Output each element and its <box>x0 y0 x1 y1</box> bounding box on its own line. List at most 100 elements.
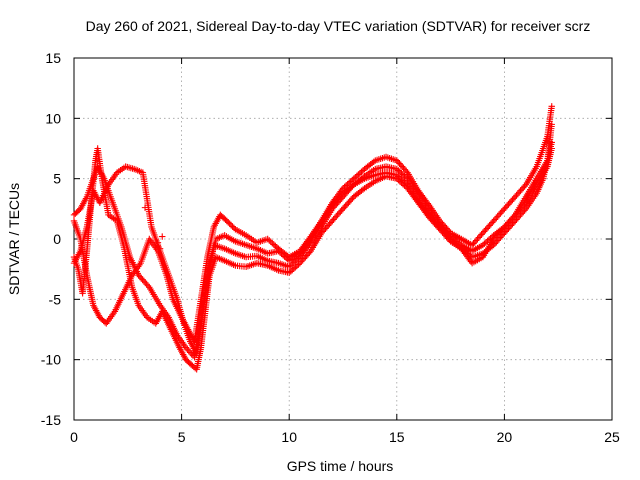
data-point <box>306 249 313 256</box>
data-point <box>517 205 524 213</box>
data-point <box>396 160 403 167</box>
data-point <box>401 166 409 173</box>
data-point <box>142 279 149 286</box>
data-point <box>503 226 511 234</box>
data-point <box>304 250 312 258</box>
data-point <box>342 202 349 210</box>
data-point <box>514 214 522 222</box>
data-point <box>393 157 400 164</box>
data-point <box>370 158 377 165</box>
data-point <box>498 208 505 216</box>
data-point <box>327 219 335 226</box>
data-point <box>447 235 454 243</box>
data-point <box>435 222 442 229</box>
outlier-point <box>141 204 149 211</box>
data-point <box>287 262 294 269</box>
x-tick-label: 10 <box>281 429 297 445</box>
data-point <box>442 223 449 231</box>
data-point <box>478 231 485 238</box>
data-point <box>498 232 505 240</box>
data-point <box>439 220 446 228</box>
data-marks <box>70 103 555 373</box>
data-point <box>270 241 278 248</box>
data-point <box>495 229 503 237</box>
data-point <box>485 223 492 231</box>
data-point <box>295 261 302 268</box>
data-point <box>341 204 348 211</box>
data-point <box>505 201 512 208</box>
data-point <box>501 229 508 237</box>
data-point <box>507 198 515 205</box>
data-point <box>548 103 555 110</box>
data-point <box>521 201 528 208</box>
data-point <box>396 174 404 182</box>
data-point <box>517 187 524 194</box>
data-point <box>427 213 434 220</box>
data-point <box>474 235 481 243</box>
data-point <box>489 219 496 226</box>
data-point <box>509 214 516 222</box>
data-point <box>337 208 344 216</box>
y-tick-label: 15 <box>45 50 61 66</box>
data-point <box>136 273 144 280</box>
data-point <box>497 228 504 235</box>
data-point <box>503 220 511 228</box>
data-point <box>498 226 505 234</box>
data-point <box>428 214 435 222</box>
data-point <box>452 239 459 247</box>
data-point <box>303 252 310 259</box>
data-point <box>495 235 503 243</box>
data-point <box>440 222 448 229</box>
data-point <box>510 213 518 220</box>
data-point <box>338 191 345 198</box>
data-point <box>453 241 460 248</box>
data-point <box>349 182 356 190</box>
data-point <box>229 223 236 230</box>
data-point <box>499 225 507 232</box>
data-point <box>506 199 513 206</box>
data-point <box>346 198 353 205</box>
data-point <box>329 202 336 209</box>
data-point <box>300 255 308 262</box>
data-point <box>479 241 487 249</box>
data-point <box>513 216 520 223</box>
data-point <box>506 223 513 231</box>
data-point <box>482 239 490 246</box>
data-point <box>400 164 407 172</box>
data-point <box>502 204 509 211</box>
data-point <box>290 265 298 272</box>
data-point <box>227 221 235 229</box>
data-point <box>513 192 520 199</box>
data-point <box>511 211 519 219</box>
data-point <box>335 210 343 217</box>
data-point <box>329 217 336 225</box>
data-point <box>226 220 233 227</box>
data-point <box>337 192 344 200</box>
data-point <box>395 173 402 180</box>
data-point <box>338 207 345 214</box>
data-point <box>302 253 309 261</box>
data-point <box>330 216 337 223</box>
data-point <box>510 195 518 202</box>
data-point <box>352 174 359 181</box>
y-tick-label: -15 <box>41 412 61 428</box>
data-point <box>520 184 527 191</box>
x-tick-label: 15 <box>389 429 405 445</box>
x-tick-label: 25 <box>604 429 620 445</box>
data-point <box>517 211 524 219</box>
x-axis-label: GPS time / hours <box>287 458 394 474</box>
data-point <box>264 235 271 243</box>
data-point <box>286 269 293 276</box>
data-point <box>444 232 452 240</box>
series-track-b <box>70 121 555 361</box>
data-point <box>470 240 477 247</box>
data-point <box>507 216 515 223</box>
outlier-point <box>154 239 162 246</box>
data-point <box>287 268 294 275</box>
data-point <box>335 194 343 201</box>
data-point <box>347 196 355 203</box>
data-point <box>345 199 352 206</box>
data-point <box>437 219 445 226</box>
data-point <box>493 214 500 222</box>
